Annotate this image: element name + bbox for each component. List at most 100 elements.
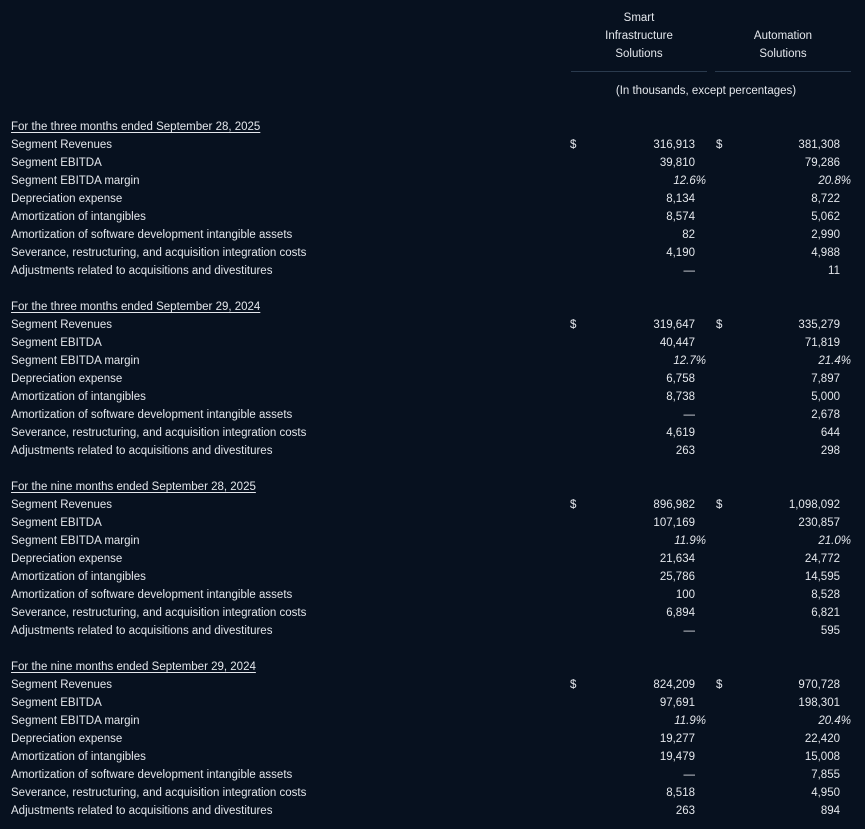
automation-value: 644 (820, 427, 840, 439)
smart-infrastructure-value: 263 (675, 445, 695, 457)
automation-value: 970,728 (798, 679, 840, 691)
row-label: Segment EBITDA (11, 697, 102, 709)
smart-infrastructure-value: 25,786 (659, 571, 695, 583)
table-row: Segment Revenues $ $824,209 970,728 (0, 676, 865, 694)
smart-infrastructure-value: 21,634 (659, 553, 695, 565)
section-heading-label: For the nine months ended September 29, … (11, 661, 256, 673)
automation-value: 7,897 (811, 373, 840, 385)
row-label: Adjustments related to acquisitions and … (11, 625, 273, 637)
row-label: Segment EBITDA (11, 157, 102, 169)
automation-value: 22,420 (804, 733, 840, 745)
table-row: Segment EBITDA 97,691 198,301 (0, 694, 865, 712)
automation-value: 4,988 (811, 247, 840, 259)
row-label: Adjustments related to acquisitions and … (11, 805, 273, 817)
automation-value: 79,286 (804, 157, 840, 169)
row-label: Amortization of intangibles (11, 211, 146, 223)
table-row: Segment EBITDA margin 11.9% 21.0% (0, 532, 865, 550)
row-label: Amortization of intangibles (11, 751, 146, 763)
automation-value: 21.4% (818, 355, 851, 367)
smart-infrastructure-value: 8,134 (666, 193, 695, 205)
automation-value: 11 (828, 265, 840, 277)
table-row: Amortization of software development int… (0, 766, 865, 784)
table-row: Amortization of intangibles 8,574 5,062 (0, 208, 865, 226)
automation-value: 6,821 (811, 607, 840, 619)
automation-value: 298 (820, 445, 840, 457)
row-label: Depreciation expense (11, 373, 123, 385)
row-label: Segment EBITDA (11, 517, 102, 529)
section-heading: For the nine months ended September 29, … (0, 658, 865, 676)
smart-infrastructure-value: — (683, 625, 696, 637)
section-heading: For the nine months ended September 28, … (0, 478, 865, 496)
table-row: Severance, restructuring, and acquisitio… (0, 604, 865, 622)
currency-symbol: $ (716, 319, 723, 331)
automation-value: 595 (820, 625, 840, 637)
column-header-line: Solutions (759, 48, 807, 60)
table-row: Depreciation expense 21,634 24,772 (0, 550, 865, 568)
column-header-automation: Automation Solutions (715, 27, 851, 72)
smart-infrastructure-value: 19,479 (659, 751, 695, 763)
smart-infrastructure-value: 4,190 (666, 247, 695, 259)
table-row: Segment EBITDA 39,810 79,286 (0, 154, 865, 172)
smart-infrastructure-value: — (683, 769, 696, 781)
column-header-line: Infrastructure (605, 30, 673, 42)
currency-symbol: $ (570, 319, 577, 331)
section-heading-label: For the three months ended September 28,… (11, 121, 261, 133)
smart-infrastructure-value: 8,574 (666, 211, 695, 223)
table-row: Adjustments related to acquisitions and … (0, 802, 865, 820)
smart-infrastructure-value: 316,913 (653, 139, 695, 151)
section-heading: For the three months ended September 29,… (0, 298, 865, 316)
automation-value: 2,678 (811, 409, 840, 421)
row-label: Segment Revenues (11, 499, 113, 511)
row-label: Depreciation expense (11, 733, 123, 745)
table-row: Segment EBITDA margin 11.9% 20.4% (0, 712, 865, 730)
row-label: Depreciation expense (11, 193, 123, 205)
units-note: (In thousands, except percentages) (615, 85, 797, 97)
column-header-line: Solutions (615, 48, 663, 60)
smart-infrastructure-value: 100 (675, 589, 695, 601)
automation-value: 5,000 (811, 391, 840, 403)
currency-symbol: $ (716, 679, 723, 691)
table-row: Amortization of intangibles 25,786 14,595 (0, 568, 865, 586)
column-header-smart-infrastructure: Smart Infrastructure Solutions (571, 9, 707, 72)
smart-infrastructure-value: 40,447 (659, 337, 695, 349)
smart-infrastructure-value: 263 (675, 805, 695, 817)
automation-value: 381,308 (798, 139, 840, 151)
table-row: Segment Revenues $ $319,647 335,279 (0, 316, 865, 334)
currency-symbol: $ (716, 499, 723, 511)
automation-value: 2,990 (811, 229, 840, 241)
automation-value: 24,772 (804, 553, 840, 565)
row-label: Segment Revenues (11, 319, 113, 331)
table-row: Segment EBITDA 107,169 230,857 (0, 514, 865, 532)
automation-value: 15,008 (804, 751, 840, 763)
row-label: Segment EBITDA (11, 337, 102, 349)
smart-infrastructure-value: 896,982 (653, 499, 695, 511)
section-heading-label: For the nine months ended September 28, … (11, 481, 256, 493)
column-underline (571, 71, 707, 72)
column-underline (715, 71, 851, 72)
automation-value: 894 (820, 805, 840, 817)
smart-infrastructure-value: 319,647 (653, 319, 695, 331)
automation-value: 8,722 (811, 193, 840, 205)
row-label: Segment EBITDA margin (11, 355, 140, 367)
row-label: Amortization of intangibles (11, 571, 146, 583)
row-label: Severance, restructuring, and acquisitio… (11, 247, 307, 259)
automation-value: 5,062 (811, 211, 840, 223)
smart-infrastructure-value: 19,277 (659, 733, 695, 745)
smart-infrastructure-value: 39,810 (659, 157, 695, 169)
table-row: Severance, restructuring, and acquisitio… (0, 244, 865, 262)
row-label: Severance, restructuring, and acquisitio… (11, 787, 307, 799)
table-row: Segment EBITDA 40,447 71,819 (0, 334, 865, 352)
automation-value: 8,528 (811, 589, 840, 601)
row-label: Amortization of software development int… (11, 769, 293, 781)
row-label: Segment Revenues (11, 679, 113, 691)
row-label: Amortization of intangibles (11, 391, 146, 403)
smart-infrastructure-value: 107,169 (653, 517, 695, 529)
table-row: Amortization of software development int… (0, 226, 865, 244)
smart-infrastructure-value: 8,518 (666, 787, 695, 799)
row-label: Adjustments related to acquisitions and … (11, 445, 273, 457)
automation-value: 7,855 (811, 769, 840, 781)
table-row: Amortization of intangibles 8,738 5,000 (0, 388, 865, 406)
table-row: Adjustments related to acquisitions and … (0, 262, 865, 280)
row-label: Amortization of software development int… (11, 589, 293, 601)
smart-infrastructure-value: 6,758 (666, 373, 695, 385)
